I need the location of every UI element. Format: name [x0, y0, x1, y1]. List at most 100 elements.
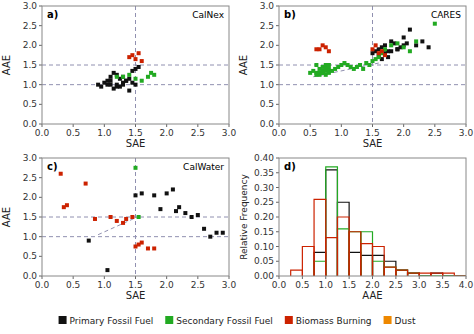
scatter-point: [134, 57, 138, 61]
panel-label: c): [47, 161, 58, 172]
scatter-point: [99, 85, 103, 89]
scatter-point: [109, 79, 113, 83]
x-tick-label: 2.0: [365, 280, 380, 290]
reference-line: [42, 217, 229, 218]
x-tick-label: 0.5: [303, 128, 317, 138]
x-tick-label: 2.5: [191, 128, 205, 138]
histogram-bin: [326, 170, 338, 276]
scatter-point: [383, 53, 387, 57]
histogram-bin: [337, 229, 349, 276]
histogram-bin: [349, 232, 361, 276]
scatter-point: [395, 47, 399, 51]
scatter-point: [215, 231, 219, 235]
scatter-point: [196, 213, 200, 217]
y-tick-label: 0.30: [254, 183, 274, 193]
panel-title: CARES: [431, 10, 461, 20]
x-tick-label: 2.0: [397, 128, 412, 138]
scatter-point: [109, 75, 113, 79]
scatter-point: [115, 85, 119, 89]
y-tick-label: 0.35: [254, 168, 274, 178]
scatter-point: [121, 83, 125, 87]
x-tick-label: 1.0: [97, 280, 112, 290]
y-tick-label: 1.5: [260, 60, 274, 70]
y-tick-label: 3.0: [23, 153, 38, 163]
scatter-point: [171, 187, 175, 191]
panel-label: d): [284, 161, 296, 172]
scatter-point: [408, 28, 412, 32]
scatter-point: [190, 215, 194, 219]
scatter-point: [324, 67, 328, 71]
scatter-point: [93, 217, 97, 221]
scatter-point: [59, 172, 63, 176]
scatter-point: [140, 241, 144, 245]
plot-frame: [279, 6, 466, 124]
scatter-point: [395, 47, 399, 51]
scatter-point: [383, 43, 387, 47]
figure: 0.0 0.5 1.0 1.5 2.0 2.5 3.0 0.0 0.5 1.0 1.5 2.0 2.5 3…: [0, 0, 474, 334]
panel-title: CalNex: [192, 10, 224, 20]
x-tick-label: 1.5: [128, 280, 142, 290]
x-tick-label: 2.5: [389, 280, 403, 290]
histogram-bin: [373, 255, 385, 276]
x-tick-label: 0.0: [35, 280, 50, 290]
axes: 0.00.51.01.52.02.53.00.00.51.01.52.02.53…: [23, 153, 237, 290]
y-axis-label: Relative Frequency: [239, 174, 249, 260]
x-tick-label: 1.0: [319, 280, 334, 290]
legend-swatch: [285, 316, 293, 324]
y-tick-label: 0.0: [23, 119, 38, 129]
x-axis-label: AAE: [362, 290, 382, 301]
legend: Primary Fossil FuelSecondary Fossil Fuel…: [59, 316, 416, 326]
scatter-point: [433, 22, 437, 26]
panel: 0.00.51.01.52.02.53.03.54.00.000.050.100…: [239, 153, 473, 301]
scatter-point: [202, 227, 206, 231]
scatter-point: [137, 215, 141, 219]
axes: 0.00.51.01.52.02.53.03.54.00.000.050.100…: [254, 153, 473, 290]
panel-title: CalWater: [183, 162, 224, 172]
y-tick-label: 2.0: [23, 40, 38, 50]
histogram-bin: [396, 270, 408, 276]
scatter-point: [146, 246, 150, 250]
panel-label: b): [284, 9, 296, 20]
histogram-bin: [326, 238, 338, 276]
x-tick-label: 0.0: [35, 128, 50, 138]
x-tick-label: 1.5: [128, 128, 142, 138]
scatter-point: [130, 53, 134, 57]
diagonal-line: [98, 215, 142, 235]
scatter-point: [183, 211, 187, 215]
scatter-point: [130, 215, 134, 219]
y-tick-label: 3.0: [23, 1, 38, 11]
scatter-point: [105, 268, 109, 272]
scatter-point: [355, 65, 359, 69]
histogram-bin: [314, 199, 326, 276]
scatter-point: [105, 83, 109, 87]
y-tick-label: 0.5: [260, 99, 274, 109]
y-tick-label: 1.5: [23, 60, 37, 70]
histogram-bin: [326, 167, 338, 276]
x-axis-label: SAE: [363, 138, 383, 149]
scatter-point: [121, 221, 125, 225]
scatter-point: [420, 39, 424, 43]
histogram-bin: [396, 270, 408, 276]
scatter-point: [361, 67, 365, 71]
y-tick-label: 0.25: [254, 197, 274, 207]
scatter-point: [367, 63, 371, 67]
plot-area: [42, 6, 229, 124]
x-tick-label: 0.5: [295, 280, 309, 290]
x-tick-label: 1.5: [365, 128, 379, 138]
plot-area: [42, 158, 229, 276]
y-tick-label: 1.0: [23, 232, 38, 242]
scatter-point: [134, 193, 138, 197]
scatter-point: [389, 43, 393, 47]
scatter-point: [221, 231, 225, 235]
y-tick-label: 0.5: [23, 99, 37, 109]
legend-swatch: [384, 316, 392, 324]
scatter-point: [140, 79, 144, 83]
scatter-point: [137, 65, 141, 69]
panel: 0.00.51.01.52.02.53.00.00.51.01.52.02.53…: [1, 153, 236, 301]
histogram-bin: [384, 267, 396, 276]
axes: 0.00.51.01.52.02.53.00.00.51.01.52.02.53…: [23, 1, 237, 138]
x-tick-label: 1.0: [97, 128, 112, 138]
y-tick-label: 0.5: [23, 251, 37, 261]
x-axis-label: SAE: [126, 138, 146, 149]
scatter-point: [408, 49, 412, 53]
